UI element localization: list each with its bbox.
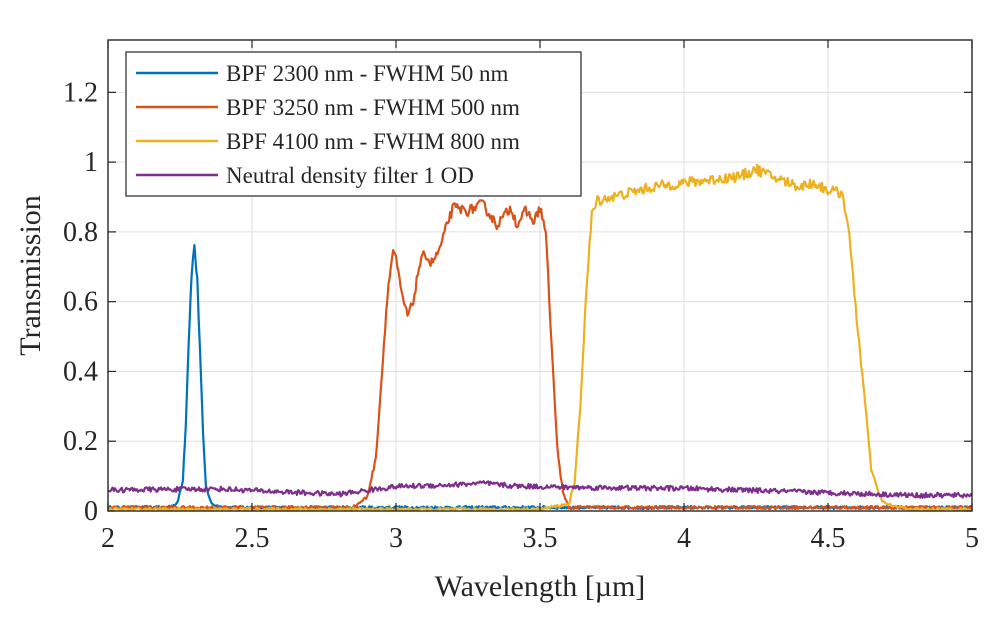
legend-label: BPF 4100 nm - FWHM 800 nm — [226, 129, 520, 154]
legend-label: BPF 3250 nm - FWHM 500 nm — [226, 95, 520, 120]
x-tick-label: 2.5 — [235, 523, 270, 554]
series-line — [107, 480, 973, 499]
y-tick-label: 0 — [84, 496, 98, 527]
series-line — [107, 163, 973, 512]
legend-label: BPF 2300 nm - FWHM 50 nm — [226, 61, 509, 86]
x-tick-label: 3 — [389, 523, 403, 554]
x-tick-label: 4.5 — [811, 523, 846, 554]
legend-label: Neutral density filter 1 OD — [226, 163, 474, 188]
y-tick-label: 0.2 — [63, 426, 98, 457]
legend: BPF 2300 nm - FWHM 50 nm BPF 3250 nm - FW… — [125, 51, 582, 197]
y-tick-label: 1.2 — [63, 77, 98, 108]
y-tick-label: 0.6 — [63, 287, 98, 318]
y-axis-title: Transmission — [14, 195, 47, 356]
x-axis-title: Wavelength [µm] — [435, 570, 646, 603]
axis-ticks: 2 2.5 3 3.5 4 4.5 5 0 0.2 0.4 0.6 0.8 1 1.2 — [63, 40, 979, 554]
y-tick-label: 0.8 — [63, 217, 98, 248]
legend-box — [125, 51, 582, 197]
x-tick-label: 5 — [965, 523, 979, 554]
y-tick-label: 1 — [84, 147, 98, 178]
x-tick-label: 2 — [101, 523, 115, 554]
y-tick-label: 0.4 — [63, 356, 98, 387]
x-tick-label: 4 — [677, 523, 691, 554]
x-tick-label: 3.5 — [523, 523, 558, 554]
